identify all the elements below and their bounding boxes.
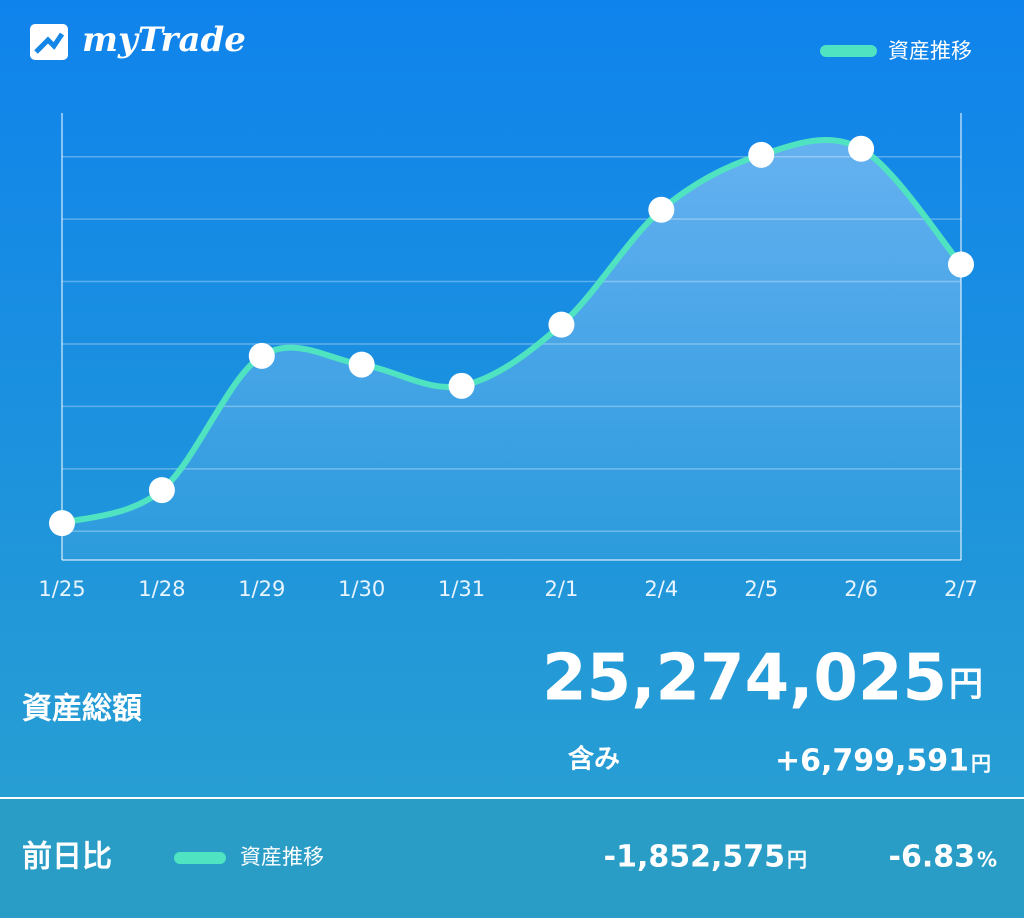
point [148,477,175,504]
unrealized-unit: 円 [971,752,991,776]
line [61,136,964,527]
x-tick-label: 1/31 [438,577,485,601]
area [62,139,961,561]
x-tick-label: 2/1 [545,577,579,601]
unrealized-value: +6,799,591 [775,744,969,779]
x-tick-label: 2/4 [644,577,678,601]
point [448,372,475,399]
total-unit: 円 [949,665,983,705]
x-tick-label: 1/28 [138,577,185,601]
point [348,351,375,378]
footer-legend-label: 資産推移 [240,845,324,869]
footer-label: 前日比 [22,840,112,875]
percent-value: -6.83 [889,840,975,875]
x-tick-label: 1/25 [38,577,85,601]
total-value: 25,274,025 [542,642,947,716]
x-tick-label: 2/7 [944,577,978,601]
point [748,141,775,168]
footer-band [0,798,1024,918]
change-unit: 円 [787,848,807,872]
logo-icon [30,24,68,60]
point [49,510,75,537]
x-tick-label: 1/30 [338,577,385,601]
point [248,342,275,369]
legend-label: 資産推移 [888,39,972,63]
point [548,311,575,338]
point [948,251,974,278]
plot: 1/25 1/28 1/29 1/30 1/31 2/1 2/4 2/5 2/6 2/7 [38,113,978,601]
change-value: -1,852,575 [604,840,785,875]
unrealized-label: 含み [568,744,620,775]
x-tick-label: 2/5 [744,577,778,601]
point [848,135,875,162]
x-tick-label: 2/6 [844,577,878,601]
point [648,196,675,223]
x-tick-label: 1/29 [238,577,285,601]
percent-unit: % [977,848,997,872]
summary-label: 資産総額 [22,692,142,727]
logo-text: myTrade [82,20,246,60]
